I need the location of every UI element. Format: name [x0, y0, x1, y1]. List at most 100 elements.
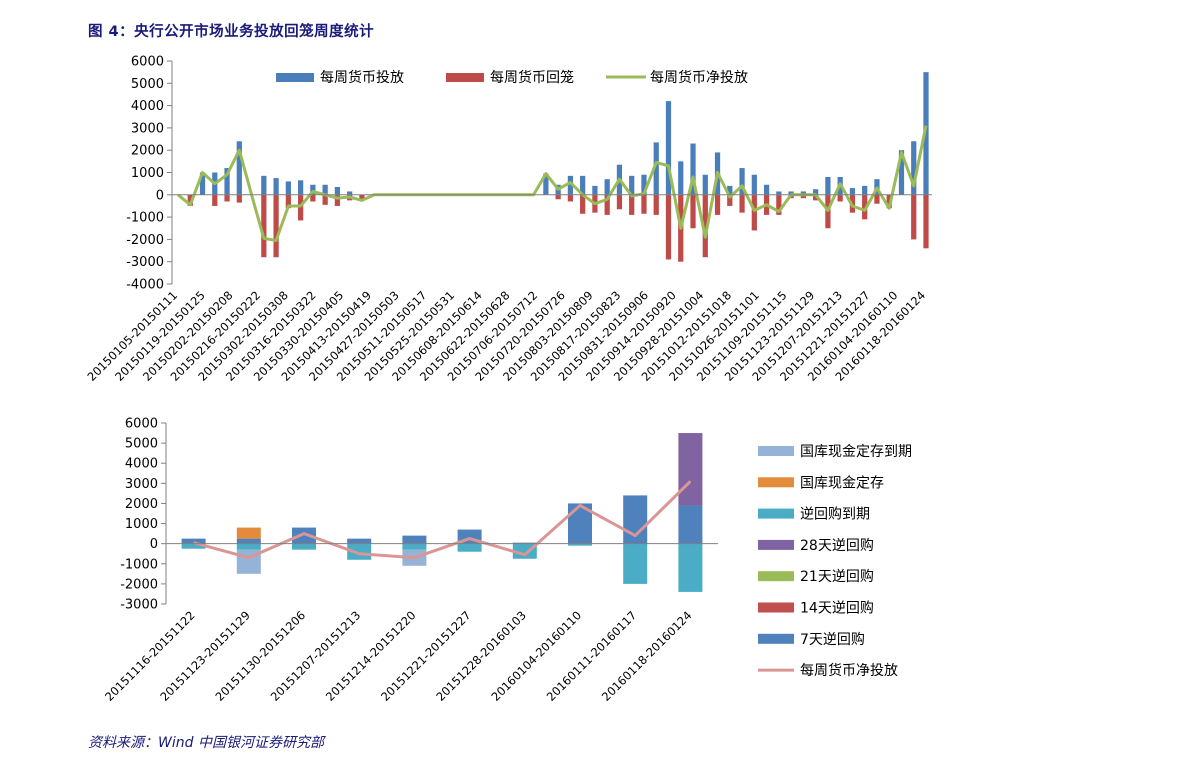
bar-injection — [310, 184, 316, 195]
x-tick-label: 20151214-20151220 — [323, 608, 419, 704]
y-tick-label: 6000 — [125, 417, 158, 432]
x-tick-label: 20151207-20151213 — [268, 608, 364, 704]
x-tick-label: 20151221-20151227 — [378, 608, 474, 704]
bar-injection — [813, 189, 819, 195]
bar-segment — [292, 527, 316, 544]
bar-segment — [347, 543, 372, 560]
x-tick-label: 20151228-20160103 — [433, 608, 529, 704]
legend-label: 14天逆回购 — [800, 601, 874, 617]
bar-withdrawal — [690, 194, 696, 229]
bar-segment — [402, 535, 427, 544]
bar-injection — [580, 175, 586, 195]
x-tick-label: 20151116-20151122 — [102, 608, 198, 704]
bar-withdrawal — [310, 194, 316, 202]
legend-label: 国库现金定存 — [800, 475, 884, 491]
bar-withdrawal — [212, 194, 218, 206]
y-tick-label: -2000 — [126, 233, 164, 248]
bar-segment — [678, 505, 703, 544]
y-tick-label: 1000 — [125, 517, 158, 532]
bar-segment — [457, 543, 482, 552]
y-tick-label: 5000 — [131, 77, 164, 92]
bar-injection — [923, 72, 929, 195]
bar-injection — [739, 168, 745, 195]
bar-injection — [898, 150, 905, 195]
bar-withdrawal — [604, 194, 610, 215]
bar-withdrawal — [714, 194, 721, 215]
bar-segment — [402, 543, 427, 550]
bar-withdrawal — [616, 194, 623, 210]
legend-swatch — [758, 539, 794, 550]
bar-withdrawal — [911, 194, 917, 240]
bar-withdrawal — [874, 194, 880, 204]
bar-injection — [592, 185, 598, 195]
y-tick-label: 3000 — [125, 477, 158, 492]
legend-label: 每周货币回笼 — [490, 69, 574, 86]
bar-withdrawal — [629, 194, 635, 215]
legend-swatch — [446, 73, 484, 82]
y-tick-label: 1000 — [131, 166, 164, 181]
x-tick-label: 20160118-20160124 — [599, 608, 695, 704]
bar-injection — [298, 180, 304, 195]
bar-injection — [727, 185, 733, 195]
y-tick-label: 4000 — [131, 99, 164, 114]
y-tick-label: -4000 — [126, 278, 164, 293]
bar-withdrawal — [285, 194, 291, 209]
bar-withdrawal — [334, 194, 341, 206]
bar-injection — [751, 174, 757, 195]
legend-label: 逆回购到期 — [800, 507, 870, 523]
bar-injection — [776, 191, 782, 195]
bar-withdrawal — [653, 194, 659, 215]
legend-label: 7天逆回购 — [800, 632, 865, 648]
bar-injection — [604, 179, 610, 195]
bar-segment — [181, 543, 206, 549]
y-tick-label: 0 — [150, 537, 158, 552]
bar-injection — [825, 176, 831, 195]
bar-withdrawal — [800, 194, 806, 199]
x-tick-label: 20160111-20160117 — [544, 608, 640, 704]
bar-injection — [285, 181, 291, 195]
bar-withdrawal — [567, 194, 574, 202]
bar-withdrawal — [923, 194, 929, 249]
x-tick-label: 20151130-20151206 — [213, 608, 309, 704]
bar-injection — [322, 184, 328, 195]
bar-withdrawal — [751, 194, 757, 231]
y-tick-label: 4000 — [125, 457, 158, 472]
legend-label: 21天逆回购 — [800, 569, 874, 585]
bar-withdrawal — [555, 194, 561, 200]
bar-segment — [236, 527, 261, 539]
bar-withdrawal — [739, 194, 745, 213]
bar-withdrawal — [862, 194, 868, 220]
y-tick-label: 6000 — [131, 55, 164, 70]
bar-injection — [653, 142, 659, 195]
bar-injection — [273, 178, 279, 195]
bar-injection — [862, 185, 868, 195]
bar-injection — [236, 141, 242, 195]
net-injection-line — [193, 480, 692, 560]
bar-withdrawal — [837, 194, 843, 202]
bar-injection — [702, 174, 708, 195]
bar-segment — [236, 538, 261, 544]
bar-injection — [567, 175, 574, 195]
bar-injection — [788, 191, 794, 195]
bar-injection — [849, 188, 856, 195]
bar-injection — [347, 191, 353, 195]
bar-withdrawal — [224, 194, 230, 202]
bar-segment — [678, 433, 703, 506]
legend-swatch — [758, 477, 794, 488]
y-tick-label: -3000 — [126, 255, 164, 270]
bar-segment — [512, 542, 537, 544]
legend-swatch — [276, 73, 314, 82]
legend-label: 每周货币净投放 — [800, 662, 898, 679]
bar-injection — [199, 172, 206, 195]
legend-label: 28天逆回购 — [800, 538, 874, 554]
legend-swatch — [758, 446, 794, 456]
bar-injection — [224, 168, 230, 195]
x-tick-label: 20151123-20151129 — [157, 608, 253, 704]
bar-injection — [678, 161, 684, 195]
bar-withdrawal — [298, 194, 304, 221]
bar-segment — [292, 543, 316, 550]
bar-injection — [763, 184, 770, 195]
y-tick-label: -3000 — [120, 598, 158, 613]
legend-swatch — [758, 508, 794, 519]
